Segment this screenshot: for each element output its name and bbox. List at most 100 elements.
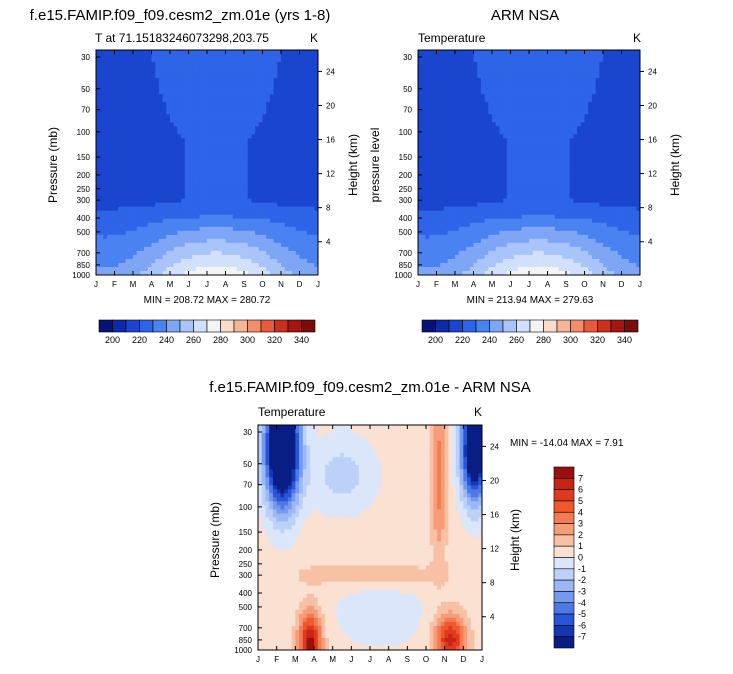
field-cell	[503, 82, 508, 87]
field-cell	[114, 162, 119, 167]
field-cell	[225, 166, 230, 171]
field-cell	[240, 238, 245, 244]
field-cell	[303, 182, 308, 188]
field-cell	[177, 258, 182, 264]
field-cell	[96, 66, 101, 71]
field-cell	[510, 94, 515, 99]
field-cell	[628, 54, 633, 59]
field-cell	[503, 114, 508, 119]
field-cell	[255, 202, 260, 208]
field-cell	[569, 150, 574, 155]
field-cell	[184, 58, 189, 63]
field-cell	[588, 78, 593, 83]
field-cell	[110, 122, 115, 127]
field-cell	[269, 98, 274, 103]
field-cell	[195, 146, 200, 151]
field-cell	[210, 266, 215, 272]
field-cell	[203, 106, 208, 111]
field-cell	[177, 138, 182, 143]
field-cell	[107, 238, 112, 244]
field-cell	[284, 134, 289, 139]
field-cell	[136, 74, 141, 79]
field-cell	[632, 74, 637, 79]
field-cell	[432, 74, 437, 79]
field-cell	[314, 178, 319, 183]
field-cell	[458, 78, 463, 83]
field-cell	[155, 194, 160, 200]
field-cell	[158, 70, 163, 75]
field-cell	[170, 254, 175, 260]
field-cell	[584, 126, 589, 131]
field-cell	[306, 134, 311, 139]
field-cell	[580, 78, 585, 83]
field-cell	[184, 254, 189, 260]
field-cell	[188, 238, 193, 244]
field-cell	[173, 138, 178, 143]
field-cell	[103, 218, 108, 224]
field-cell	[295, 86, 300, 91]
field-cell	[147, 170, 152, 175]
field-cell	[125, 90, 130, 95]
field-cell	[299, 146, 304, 151]
field-cell	[599, 82, 604, 87]
field-cell	[484, 50, 489, 55]
field-cell	[495, 58, 500, 63]
field-cell	[614, 118, 619, 123]
field-cell	[107, 110, 112, 115]
field-cell	[240, 198, 245, 204]
field-cell	[458, 126, 463, 131]
field-cell	[547, 150, 552, 155]
field-cell	[240, 122, 245, 127]
field-cell	[625, 70, 630, 75]
field-cell	[240, 62, 245, 67]
field-cell	[232, 62, 237, 67]
field-cell	[543, 142, 548, 147]
field-cell	[418, 118, 423, 123]
field-cell	[125, 134, 130, 139]
field-cell	[599, 126, 604, 131]
field-cell	[591, 130, 596, 135]
field-cell	[443, 142, 448, 147]
field-cell	[240, 186, 245, 192]
field-cell	[110, 146, 115, 151]
field-cell	[99, 230, 104, 236]
field-cell	[554, 146, 559, 151]
field-cell	[299, 174, 304, 179]
field-cell	[591, 62, 596, 67]
field-cell	[273, 62, 278, 67]
field-cell	[262, 194, 267, 200]
field-cell	[266, 78, 271, 83]
field-cell	[225, 218, 230, 224]
field-cell	[147, 210, 152, 216]
field-cell	[151, 54, 156, 59]
field-cell	[114, 246, 119, 252]
field-cell	[525, 102, 530, 107]
field-cell	[188, 206, 193, 212]
field-cell	[221, 110, 226, 115]
field-cell	[258, 62, 263, 67]
field-cell	[170, 82, 175, 87]
field-cell	[218, 254, 223, 260]
field-cell	[158, 186, 163, 192]
field-cell	[473, 138, 478, 143]
field-cell	[247, 262, 252, 268]
x-tick-label: M	[167, 280, 174, 289]
field-cell	[510, 146, 515, 151]
field-cell	[543, 150, 548, 155]
field-cell	[203, 266, 208, 272]
field-cell	[621, 62, 626, 67]
field-cell	[125, 86, 130, 91]
field-cell	[195, 134, 200, 139]
field-cell	[125, 270, 130, 276]
field-cell	[288, 122, 293, 127]
field-cell	[521, 90, 526, 95]
field-cell	[133, 102, 138, 107]
field-cell	[207, 50, 212, 55]
field-cell	[573, 130, 578, 135]
field-cell	[118, 246, 123, 252]
field-cell	[529, 134, 534, 139]
field-cell	[277, 118, 282, 123]
field-cell	[277, 74, 282, 79]
field-cell	[310, 110, 315, 115]
field-cell	[162, 202, 167, 208]
